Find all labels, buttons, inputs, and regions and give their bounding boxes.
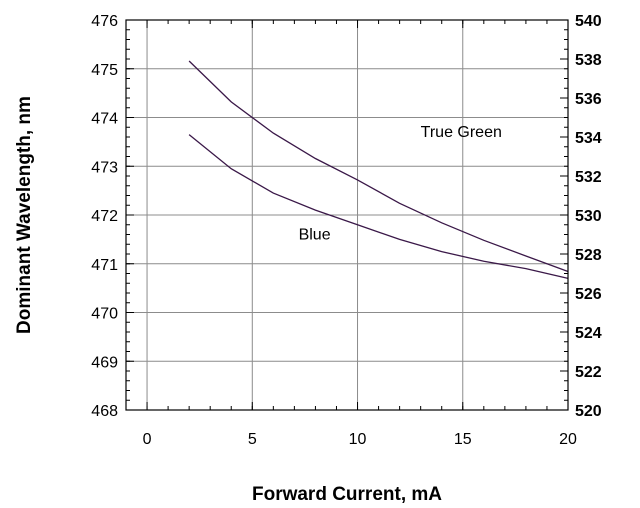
y-tick-label: 470 xyxy=(91,306,118,323)
y2-tick-label: 526 xyxy=(575,286,602,303)
series-lines xyxy=(188,60,569,280)
x-tick-label: 20 xyxy=(559,431,577,448)
y-tick-label: 473 xyxy=(91,159,118,176)
y-tick-label: 475 xyxy=(91,62,118,79)
series-line-blue xyxy=(188,134,569,280)
y2-tick-label: 532 xyxy=(575,169,602,186)
y2-tick-label: 524 xyxy=(575,325,602,342)
y2-tick-label: 522 xyxy=(575,364,602,381)
y-tick-label: 474 xyxy=(91,111,118,128)
y2-tick-label: 536 xyxy=(575,91,602,108)
annotation-true-green: True Green xyxy=(421,124,502,141)
series-line-true-green xyxy=(188,60,569,273)
y-tick-label: 476 xyxy=(91,13,118,30)
x-axis-title: Forward Current, mA xyxy=(252,484,442,505)
y-axis-title: Dominant Wavelength, nm xyxy=(14,96,35,334)
y2-tick-label: 534 xyxy=(575,130,602,147)
y2-tick-label: 538 xyxy=(575,52,602,69)
x-tick-label: 10 xyxy=(349,431,367,448)
tick-labels: 0 5 10 15 20 468 469 470 471 472 473 474 475 476 520 52… xyxy=(91,13,602,448)
annotations: True Green Blue xyxy=(299,124,502,243)
y-tick-label: 469 xyxy=(91,354,118,371)
annotation-blue: Blue xyxy=(299,226,331,243)
y2-tick-label: 540 xyxy=(575,13,602,30)
y2-tick-label: 528 xyxy=(575,247,602,264)
y-tick-label: 472 xyxy=(91,208,118,225)
x-tick-label: 5 xyxy=(248,431,257,448)
grid-lines xyxy=(126,19,569,411)
y-tick-label: 471 xyxy=(91,257,118,274)
x-tick-label: 0 xyxy=(143,431,152,448)
y2-tick-label: 520 xyxy=(575,403,602,420)
y-tick-label: 468 xyxy=(91,403,118,420)
y2-tick-label: 530 xyxy=(575,208,602,225)
axis-ticks xyxy=(125,19,569,411)
x-tick-label: 15 xyxy=(454,431,472,448)
